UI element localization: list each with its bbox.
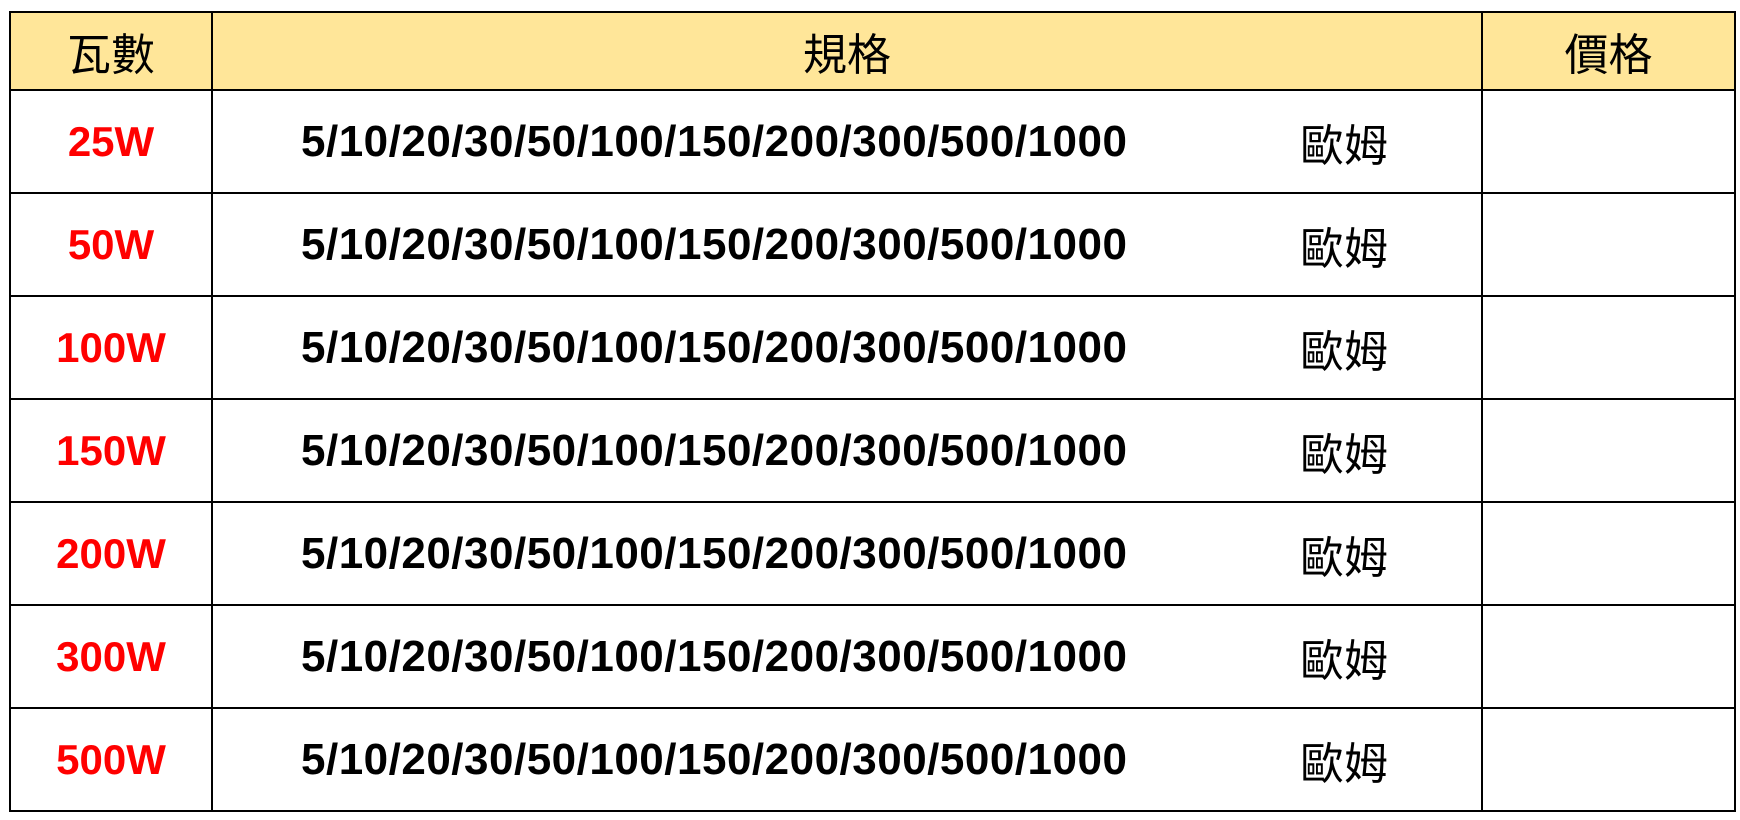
table-row: 25W 5/10/20/30/50/100/150/200/300/500/10…	[9, 89, 1736, 194]
spec-cell: 5/10/20/30/50/100/150/200/300/500/1000 歐姆	[211, 398, 1483, 503]
spec-unit: 歐姆	[1300, 635, 1388, 687]
header-row: 瓦數 規格 價格	[9, 11, 1736, 91]
spec-unit: 歐姆	[1300, 429, 1388, 481]
spec-unit: 歐姆	[1300, 120, 1388, 172]
price-cell	[1481, 192, 1736, 297]
price-cell	[1481, 604, 1736, 709]
spec-unit: 歐姆	[1300, 326, 1388, 378]
price-cell	[1481, 89, 1736, 194]
watt-cell: 100W	[9, 295, 213, 400]
spec-values: 5/10/20/30/50/100/150/200/300/500/1000	[301, 528, 1128, 578]
spec-cell: 5/10/20/30/50/100/150/200/300/500/1000 歐姆	[211, 295, 1483, 400]
spec-values: 5/10/20/30/50/100/150/200/300/500/1000	[301, 116, 1128, 166]
spec-unit: 歐姆	[1300, 532, 1388, 584]
price-cell	[1481, 501, 1736, 606]
spec-unit: 歐姆	[1300, 223, 1388, 275]
spec-cell: 5/10/20/30/50/100/150/200/300/500/1000 歐姆	[211, 604, 1483, 709]
spec-values: 5/10/20/30/50/100/150/200/300/500/1000	[301, 425, 1128, 475]
spec-cell: 5/10/20/30/50/100/150/200/300/500/1000 歐姆	[211, 501, 1483, 606]
table-row: 500W 5/10/20/30/50/100/150/200/300/500/1…	[9, 707, 1736, 812]
table-row: 100W 5/10/20/30/50/100/150/200/300/500/1…	[9, 295, 1736, 400]
watt-cell: 50W	[9, 192, 213, 297]
price-cell	[1481, 707, 1736, 812]
table-row: 300W 5/10/20/30/50/100/150/200/300/500/1…	[9, 604, 1736, 709]
table-row: 50W 5/10/20/30/50/100/150/200/300/500/10…	[9, 192, 1736, 297]
table-row: 200W 5/10/20/30/50/100/150/200/300/500/1…	[9, 501, 1736, 606]
watt-cell: 500W	[9, 707, 213, 812]
table-row: 150W 5/10/20/30/50/100/150/200/300/500/1…	[9, 398, 1736, 503]
watt-cell: 25W	[9, 89, 213, 194]
spec-values: 5/10/20/30/50/100/150/200/300/500/1000	[301, 219, 1128, 269]
spec-cell: 5/10/20/30/50/100/150/200/300/500/1000 歐姆	[211, 89, 1483, 194]
price-cell	[1481, 398, 1736, 503]
header-watt: 瓦數	[9, 11, 213, 91]
spec-values: 5/10/20/30/50/100/150/200/300/500/1000	[301, 631, 1128, 681]
watt-cell: 150W	[9, 398, 213, 503]
price-cell	[1481, 295, 1736, 400]
spec-values: 5/10/20/30/50/100/150/200/300/500/1000	[301, 322, 1128, 372]
watt-cell: 200W	[9, 501, 213, 606]
spec-values: 5/10/20/30/50/100/150/200/300/500/1000	[301, 734, 1128, 784]
spec-cell: 5/10/20/30/50/100/150/200/300/500/1000 歐姆	[211, 707, 1483, 812]
watt-cell: 300W	[9, 604, 213, 709]
resistor-price-table: 瓦數 規格 價格 25W 5/10/20/30/50/100/150/200/3…	[9, 11, 1736, 812]
spec-unit: 歐姆	[1300, 738, 1388, 790]
spec-cell: 5/10/20/30/50/100/150/200/300/500/1000 歐姆	[211, 192, 1483, 297]
header-spec: 規格	[211, 11, 1483, 91]
header-price: 價格	[1481, 11, 1736, 91]
